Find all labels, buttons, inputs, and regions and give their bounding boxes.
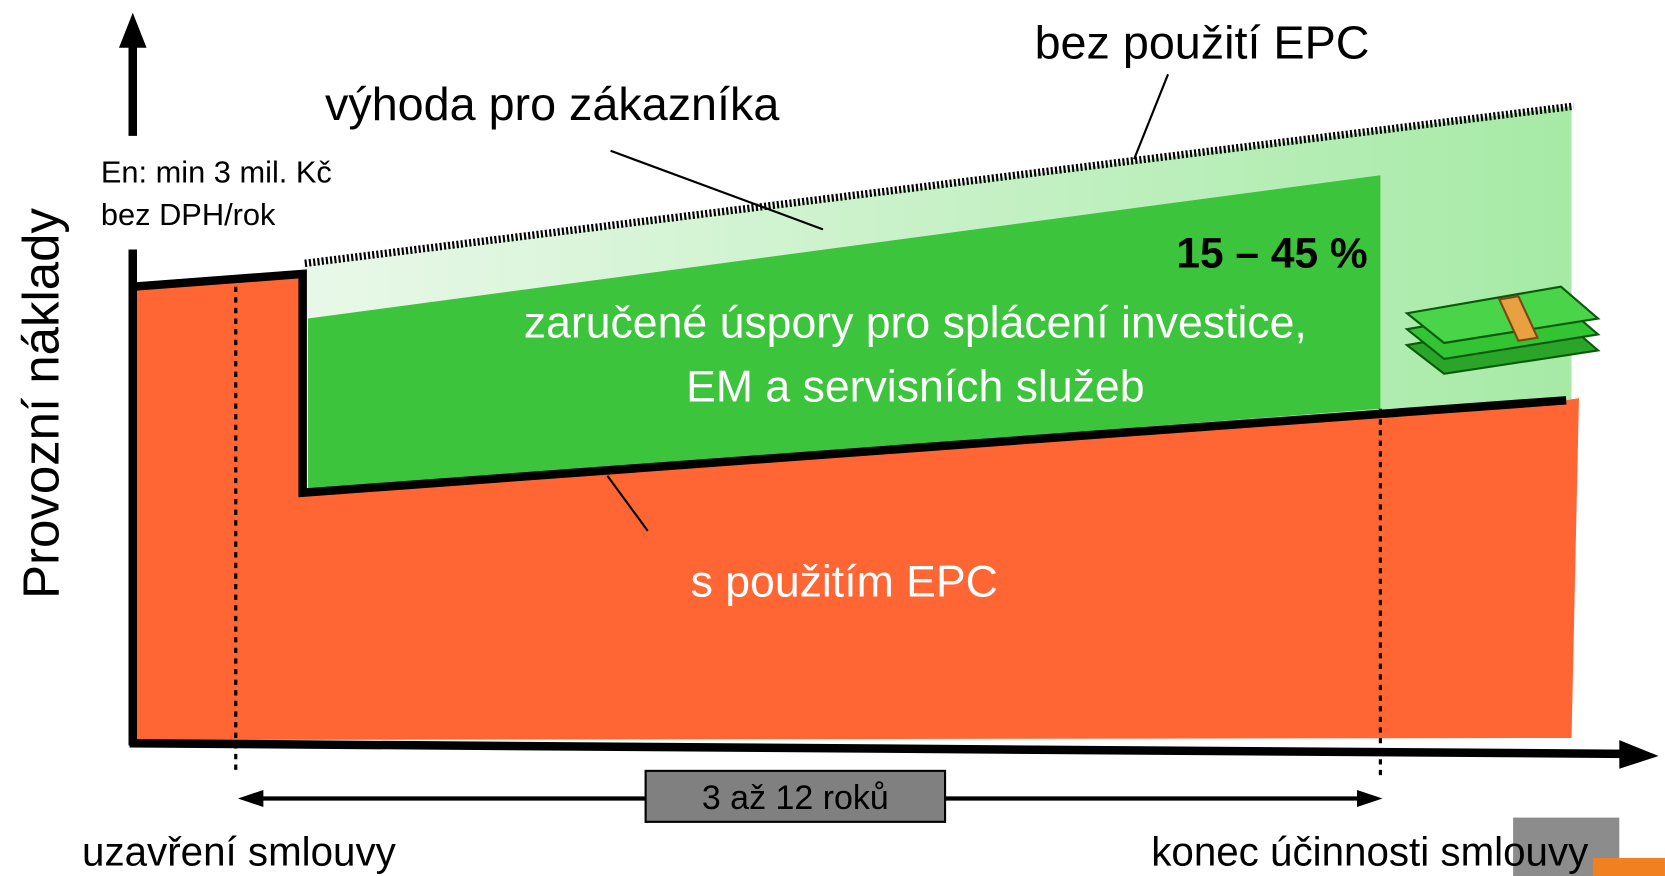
label: 3 až 12 roků [702,779,889,817]
leader-line [1134,74,1168,159]
arrow-head [1357,790,1382,807]
label: konec účinnosti smlouvy [1151,828,1589,874]
diagram: Provozní náklady En: min 3 mil. Kč bez D… [0,0,1665,876]
label: výhoda pro zákazníka [325,78,779,130]
label: 15 – 45 % [1176,230,1367,277]
y-arrow [119,13,147,48]
label: EM a servisních služeb [686,362,1144,411]
label: bez použití EPC [1035,16,1370,68]
label: uzavření smlouvy [82,828,397,874]
arrow-head [238,790,263,807]
note: bez DPH/rok [101,197,276,232]
label: zaručené úspory pro splácení investice, [524,299,1307,348]
corner-accent [1593,858,1665,876]
x-arrow [1619,740,1658,769]
label: s použitím EPC [691,558,998,607]
note: En: min 3 mil. Kč [101,155,332,190]
x-axis [130,743,1625,754]
page: Provozní náklady En: min 3 mil. Kč bez D… [0,0,1665,876]
areas [133,106,1579,740]
y-axis-label: Provozní náklady [12,208,69,599]
